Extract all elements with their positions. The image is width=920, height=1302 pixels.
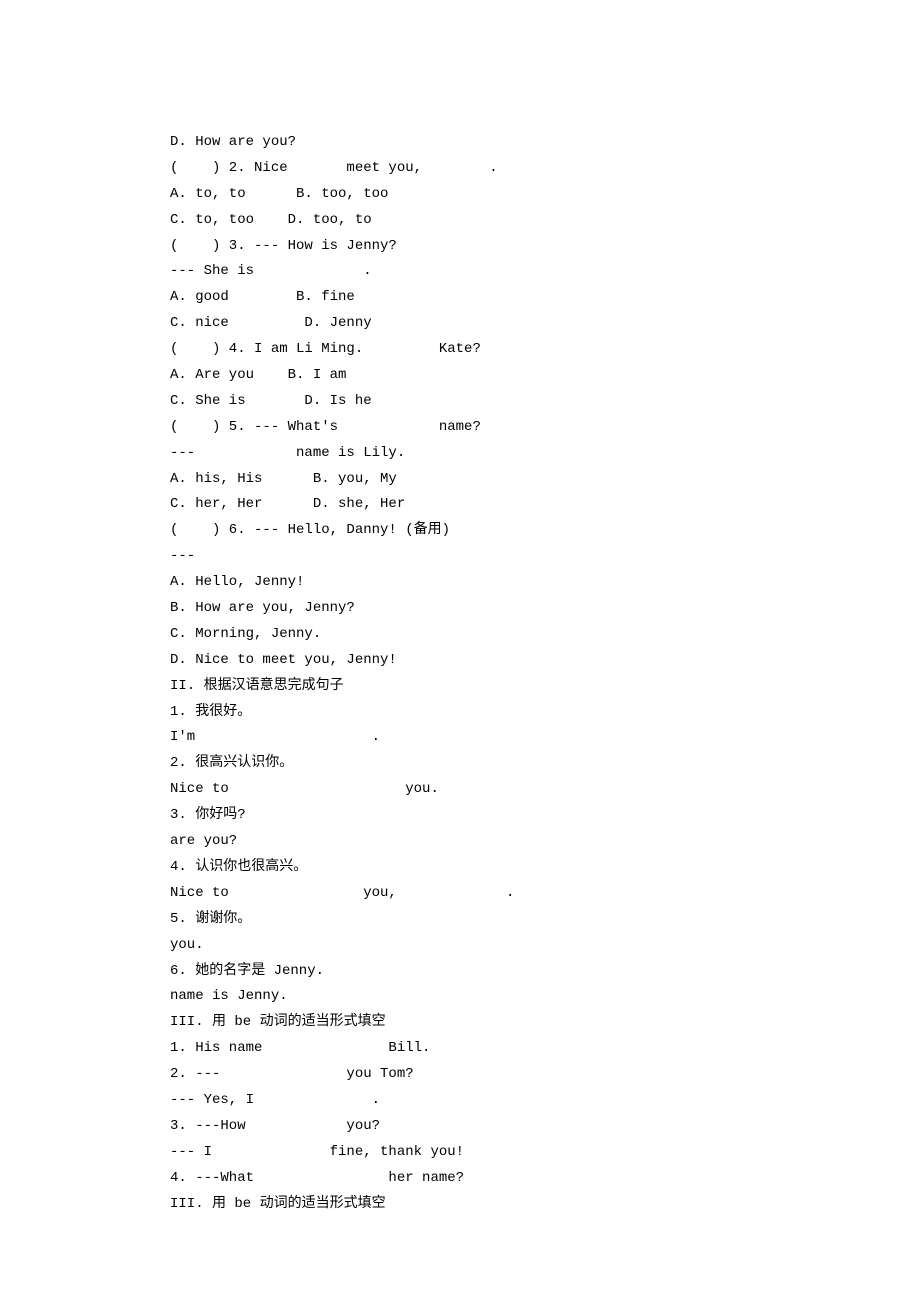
text-line: you.	[170, 933, 760, 959]
text-line: 2. --- you Tom?	[170, 1062, 760, 1088]
text-line: ( ) 6. --- Hello, Danny! (备用)	[170, 518, 760, 544]
document-page: D. How are you?( ) 2. Nice meet you, .A.…	[0, 0, 920, 1302]
text-line: 3. ---How you?	[170, 1114, 760, 1140]
text-line: --- She is .	[170, 259, 760, 285]
text-line: ( ) 5. --- What's name?	[170, 415, 760, 441]
text-line: A. good B. fine	[170, 285, 760, 311]
text-line: ( ) 2. Nice meet you, .	[170, 156, 760, 182]
text-line: 5. 谢谢你。	[170, 907, 760, 933]
text-line: II. 根据汉语意思完成句子	[170, 674, 760, 700]
text-line: C. her, Her D. she, Her	[170, 492, 760, 518]
text-line: III. 用 be 动词的适当形式填空	[170, 1192, 760, 1218]
text-line: C. She is D. Is he	[170, 389, 760, 415]
text-line: --- name is Lily.	[170, 441, 760, 467]
text-line: Nice to you.	[170, 777, 760, 803]
text-line: --- Yes, I .	[170, 1088, 760, 1114]
text-line: 4. 认识你也很高兴。	[170, 855, 760, 881]
text-line: D. Nice to meet you, Jenny!	[170, 648, 760, 674]
text-line: 1. His name Bill.	[170, 1036, 760, 1062]
text-line: I'm .	[170, 725, 760, 751]
text-line: B. How are you, Jenny?	[170, 596, 760, 622]
text-line: D. How are you?	[170, 130, 760, 156]
text-line: A. Hello, Jenny!	[170, 570, 760, 596]
text-line: ( ) 3. --- How is Jenny?	[170, 234, 760, 260]
text-line: C. nice D. Jenny	[170, 311, 760, 337]
text-line: A. to, to B. too, too	[170, 182, 760, 208]
text-line: A. Are you B. I am	[170, 363, 760, 389]
text-line: are you?	[170, 829, 760, 855]
text-line: III. 用 be 动词的适当形式填空	[170, 1010, 760, 1036]
document-content: D. How are you?( ) 2. Nice meet you, .A.…	[170, 130, 760, 1217]
text-line: A. his, His B. you, My	[170, 467, 760, 493]
text-line: 6. 她的名字是 Jenny.	[170, 959, 760, 985]
text-line: ---	[170, 544, 760, 570]
text-line: 3. 你好吗?	[170, 803, 760, 829]
text-line: 1. 我很好。	[170, 700, 760, 726]
text-line: 4. ---What her name?	[170, 1166, 760, 1192]
text-line: ( ) 4. I am Li Ming. Kate?	[170, 337, 760, 363]
text-line: --- I fine, thank you!	[170, 1140, 760, 1166]
text-line: name is Jenny.	[170, 984, 760, 1010]
text-line: C. to, too D. too, to	[170, 208, 760, 234]
text-line: 2. 很高兴认识你。	[170, 751, 760, 777]
text-line: Nice to you, .	[170, 881, 760, 907]
text-line: C. Morning, Jenny.	[170, 622, 760, 648]
